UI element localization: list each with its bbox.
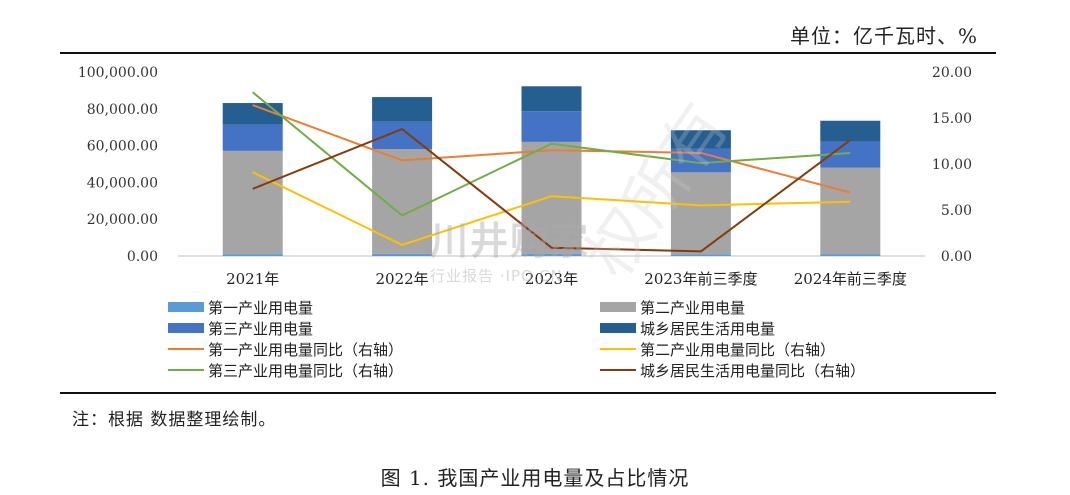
y2-tick-label: 0.00 bbox=[941, 249, 972, 265]
series-line bbox=[252, 128, 851, 253]
source-note: 注：根据 数据整理绘制。 bbox=[72, 410, 277, 430]
bar-segment bbox=[670, 254, 731, 256]
bar-segment bbox=[521, 86, 582, 112]
series-line bbox=[252, 104, 851, 194]
legend-label: 第二产业用电量 bbox=[640, 299, 745, 317]
legend-label: 城乡居民生活用电量 bbox=[640, 320, 775, 338]
bar-segment bbox=[222, 150, 283, 255]
y2-tick-label: 5.00 bbox=[941, 203, 972, 219]
legend-label: 第一产业用电量同比（右轴） bbox=[208, 341, 403, 359]
bar-segment bbox=[222, 254, 283, 256]
legend-swatch bbox=[600, 302, 636, 312]
bar-segment bbox=[670, 130, 731, 149]
legend-label: 第三产业用电量同比（右轴） bbox=[208, 362, 403, 380]
x-tick-label: 2024年前三季度 bbox=[794, 270, 907, 288]
bar-segment bbox=[222, 103, 283, 125]
bar-segment bbox=[521, 253, 582, 256]
x-tick-label: 2023年前三季度 bbox=[644, 270, 757, 288]
legend-label: 城乡居民生活用电量同比（右轴） bbox=[640, 362, 865, 380]
bar-segment bbox=[820, 120, 881, 142]
y2-tick-label: 20.00 bbox=[932, 65, 972, 81]
unit-label: 单位：亿千瓦时、% bbox=[789, 24, 978, 48]
bar-segment bbox=[222, 124, 283, 151]
bar-segment bbox=[670, 148, 731, 173]
x-tick-label: 2021年 bbox=[226, 270, 279, 288]
bar-segment bbox=[372, 253, 433, 256]
figure-caption: 图 1. 我国产业用电量及占比情况 bbox=[380, 466, 690, 490]
top-rule bbox=[60, 52, 996, 54]
y-tick-label: 0.00 bbox=[127, 249, 158, 265]
y-tick-label: 80,000.00 bbox=[87, 102, 158, 118]
y-tick-label: 60,000.00 bbox=[87, 139, 158, 155]
chart: 0.00 20,000.00 40,000.00 60,000.00 80,000.00… bbox=[78, 65, 972, 380]
bar-segment bbox=[820, 167, 881, 255]
bar-segment bbox=[372, 97, 433, 122]
y-tick-label: 20,000.00 bbox=[87, 212, 158, 228]
x-tick-label: 2023年 bbox=[525, 270, 578, 288]
bar-segment bbox=[670, 172, 731, 255]
series-line bbox=[252, 91, 851, 217]
bar-segment bbox=[521, 111, 582, 142]
legend-label: 第一产业用电量 bbox=[208, 299, 313, 317]
legend-swatch bbox=[600, 323, 636, 333]
x-tick-label: 2022年 bbox=[376, 270, 429, 288]
legend-swatch bbox=[168, 323, 204, 333]
y-tick-label: 40,000.00 bbox=[87, 175, 158, 191]
legend-label: 第二产业用电量同比（右轴） bbox=[640, 341, 835, 359]
series-line bbox=[252, 171, 851, 246]
legend-swatch bbox=[168, 302, 204, 312]
y-tick-label: 100,000.00 bbox=[78, 65, 158, 81]
bottom-rule bbox=[60, 392, 996, 394]
legend-label: 第三产业用电量 bbox=[208, 320, 313, 338]
y2-tick-label: 10.00 bbox=[932, 157, 972, 173]
y2-tick-label: 15.00 bbox=[932, 111, 972, 127]
bar-segment bbox=[820, 254, 881, 256]
bar-segment bbox=[372, 149, 433, 254]
